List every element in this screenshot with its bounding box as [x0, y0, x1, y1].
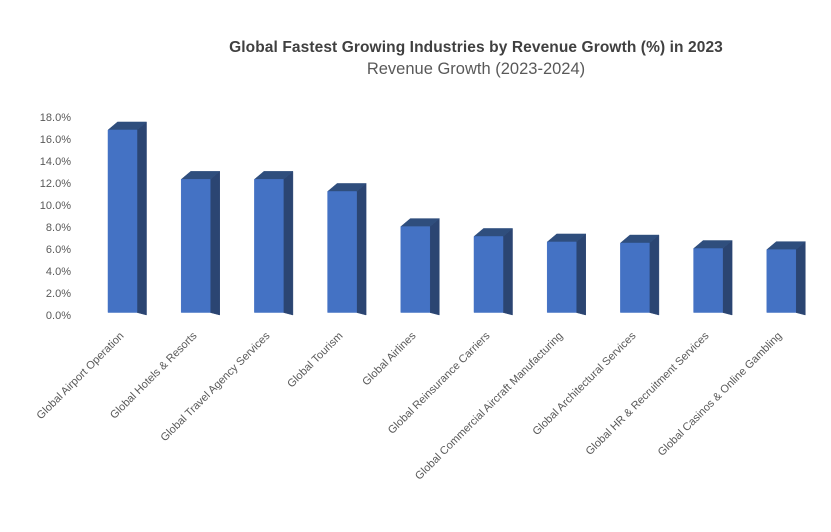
bar-front-face	[327, 191, 357, 313]
bar-global-travel-agency-services	[253, 170, 294, 316]
y-axis-tick-label-8-0pct: 8.0%	[45, 221, 71, 234]
bar-global-tourism	[326, 182, 367, 316]
bar-side-face	[502, 227, 513, 316]
y-axis-tick-label-4-0pct: 4.0%	[45, 265, 71, 278]
bar-side-face	[283, 170, 294, 316]
bar-global-reinsurance-carriers	[473, 227, 514, 316]
bar-global-casinos-online-gambling	[766, 241, 806, 316]
bar-front-face	[620, 242, 650, 313]
bar-front-face	[400, 226, 431, 313]
bar-front-face	[107, 129, 138, 313]
bar-side-face	[136, 121, 147, 316]
bar-side-face	[575, 233, 586, 316]
bar-global-airport-operation	[107, 121, 148, 316]
bar-front-face	[180, 179, 211, 313]
bar-side-face	[795, 241, 806, 316]
y-axis-tick-label-0-0pct: 0.0%	[45, 309, 71, 322]
bar-global-hr-recruitment-services	[692, 239, 733, 316]
bar-side-face	[722, 239, 733, 316]
bar-global-hotels-resorts	[180, 170, 221, 316]
bar-side-face	[429, 218, 440, 316]
y-axis-tick-label-6-0pct: 6.0%	[45, 243, 71, 256]
bar-front-face	[254, 179, 284, 313]
chart-title: Global Fastest Growing Industries by Rev…	[229, 39, 723, 56]
bar-global-commercial-aircraft-manufacturing	[546, 233, 587, 316]
y-axis-tick-label-2-0pct: 2.0%	[45, 287, 71, 300]
bar-global-architectural-services	[619, 234, 660, 316]
y-axis-tick-label-18-0pct: 18.0%	[39, 111, 71, 124]
bar-front-face	[473, 236, 504, 313]
bar-side-face	[649, 234, 660, 316]
chart-title-block: Global Fastest Growing Industries by Rev…	[121, 38, 831, 81]
bar-side-face	[209, 170, 220, 316]
bar-global-airlines	[400, 218, 440, 316]
y-axis-tick-label-10-0pct: 10.0%	[39, 199, 71, 212]
bar-front-face	[546, 241, 577, 313]
y-axis-tick-label-12-0pct: 12.0%	[39, 177, 71, 190]
bar-side-face	[356, 182, 367, 316]
bar-front-face	[693, 248, 723, 313]
y-axis-tick-label-16-0pct: 16.0%	[39, 133, 71, 146]
bar-front-face	[766, 249, 797, 313]
y-axis-tick-label-14-0pct: 14.0%	[39, 155, 71, 168]
chart-subtitle: Revenue Growth (2023-2024)	[366, 60, 586, 78]
